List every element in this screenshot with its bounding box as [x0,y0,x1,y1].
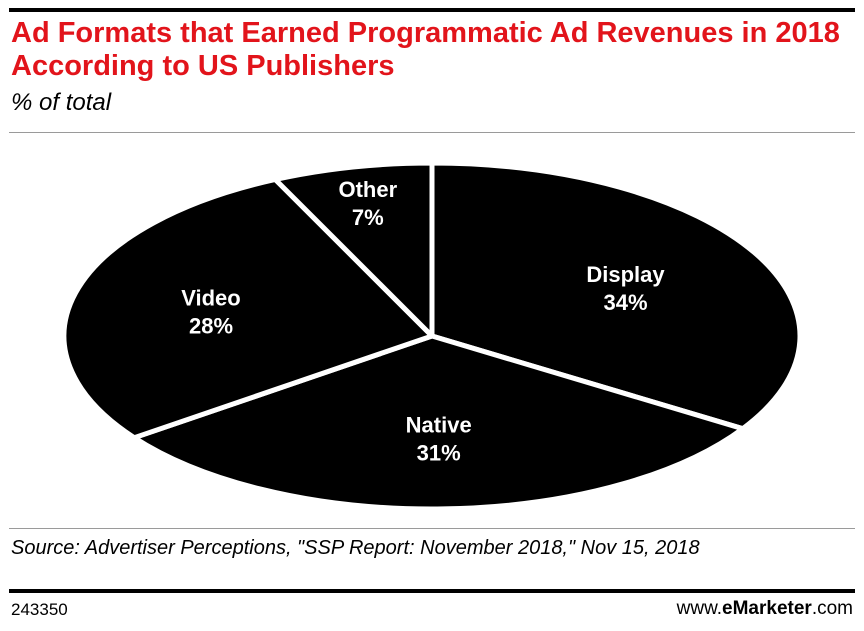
brand-link[interactable]: www.eMarketer.com [677,598,853,620]
slice-name-display: Display [586,262,665,287]
slice-value-other: 7% [352,205,384,230]
pie-slice-native [131,333,746,512]
source-note: Source: Advertiser Perceptions, "SSP Rep… [11,537,700,559]
source-divider [9,528,855,529]
chart-id: 243350 [11,600,68,619]
slice-name-other: Other [338,177,397,202]
chart-title: Ad Formats that Earned Programmatic Ad R… [11,17,840,82]
slice-label-other: Other 7% [338,177,397,230]
slice-label-native: Native 31% [406,412,472,465]
brand-name: eMarketer [722,598,812,619]
slice-value-native: 31% [417,440,461,465]
chart-subtitle: % of total [11,89,112,116]
bottom-rule [9,589,855,593]
slice-label-display: Display 34% [586,262,665,315]
slice-value-display: 34% [603,290,647,315]
pie-slice-other [272,160,435,339]
pie-chart: Display 34% Native 31% Video 28% Other 7% [61,160,803,512]
top-rule [9,8,855,12]
brand-suffix: .com [811,598,853,619]
pie-slice-video [61,176,435,441]
brand-prefix: www. [676,598,723,619]
slice-name-native: Native [406,412,472,437]
slice-name-video: Video [181,285,241,310]
slice-label-video: Video 28% [181,285,241,338]
header-divider [9,132,855,133]
slice-value-video: 28% [189,313,233,338]
